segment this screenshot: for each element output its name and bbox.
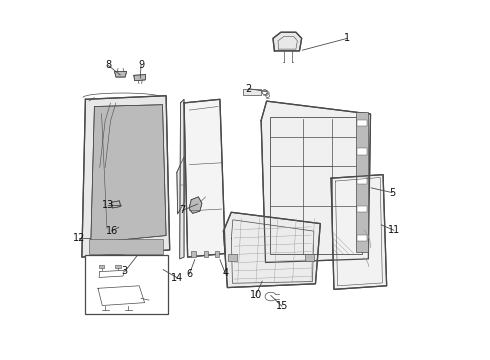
Polygon shape — [82, 96, 170, 257]
Bar — [115, 265, 121, 268]
Polygon shape — [273, 32, 302, 51]
Bar — [85, 255, 168, 315]
Text: 16: 16 — [105, 226, 118, 236]
Text: 10: 10 — [249, 291, 262, 301]
Text: 4: 4 — [222, 268, 228, 278]
Circle shape — [270, 246, 278, 254]
Polygon shape — [180, 99, 184, 259]
Text: 3: 3 — [122, 266, 128, 276]
Polygon shape — [115, 71, 126, 77]
Polygon shape — [99, 270, 124, 278]
Bar — [243, 89, 261, 95]
Circle shape — [193, 204, 198, 210]
Text: 5: 5 — [389, 188, 395, 198]
Text: 1: 1 — [344, 33, 350, 43]
Circle shape — [204, 194, 208, 198]
Bar — [357, 234, 367, 241]
Polygon shape — [98, 286, 145, 306]
Bar — [215, 251, 219, 257]
Bar — [357, 120, 367, 126]
Text: 13: 13 — [102, 200, 114, 210]
Polygon shape — [261, 101, 370, 262]
Bar — [204, 251, 208, 257]
Text: 2: 2 — [245, 84, 252, 94]
Bar — [270, 117, 362, 253]
Text: 14: 14 — [171, 273, 183, 283]
Circle shape — [147, 298, 153, 304]
Circle shape — [114, 202, 118, 207]
Bar — [191, 251, 196, 257]
Bar — [357, 177, 367, 184]
Text: 8: 8 — [105, 60, 111, 70]
Bar — [98, 265, 104, 268]
Polygon shape — [91, 105, 166, 243]
Text: 15: 15 — [276, 301, 288, 311]
Circle shape — [266, 94, 270, 98]
Text: 12: 12 — [73, 233, 86, 243]
Polygon shape — [112, 201, 121, 208]
Polygon shape — [223, 212, 320, 288]
Circle shape — [262, 90, 267, 95]
Circle shape — [355, 246, 364, 254]
Text: 9: 9 — [138, 60, 144, 70]
Polygon shape — [134, 75, 146, 81]
Bar — [89, 239, 163, 253]
Bar — [228, 254, 237, 261]
Circle shape — [270, 121, 278, 130]
Polygon shape — [189, 197, 202, 213]
Bar — [356, 112, 368, 252]
Text: 7: 7 — [179, 206, 185, 216]
Text: 11: 11 — [388, 225, 400, 235]
Bar — [357, 148, 367, 155]
Bar — [357, 206, 367, 212]
Polygon shape — [331, 175, 387, 289]
Bar — [305, 254, 314, 261]
Circle shape — [355, 121, 364, 130]
Text: 6: 6 — [186, 269, 193, 279]
Polygon shape — [177, 157, 184, 214]
Polygon shape — [184, 99, 225, 257]
